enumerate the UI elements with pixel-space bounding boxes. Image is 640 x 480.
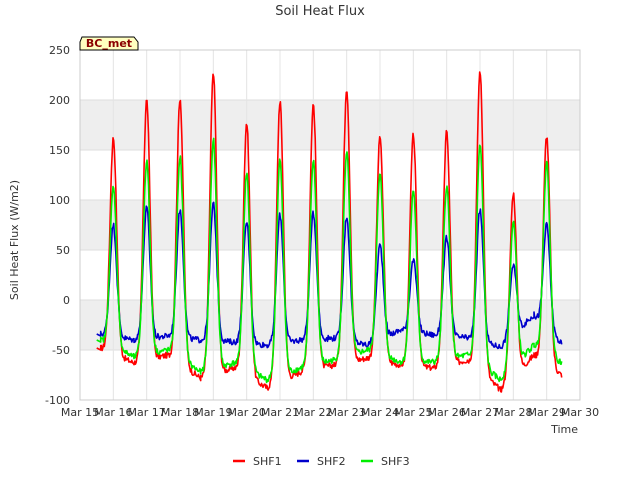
series-line-shf2 xyxy=(96,201,563,350)
x-tick-label: Mar 18 xyxy=(161,406,199,419)
plot-frame xyxy=(79,49,581,401)
y-tick-label: -50 xyxy=(52,344,70,357)
series-line-shf3 xyxy=(96,137,563,384)
x-tick-label: Mar 27 xyxy=(461,406,499,419)
x-tick-label: Mar 29 xyxy=(528,406,566,419)
series-line-shf1 xyxy=(96,71,563,393)
shaded-band xyxy=(80,300,580,350)
station-badge: BC_met xyxy=(79,36,139,51)
x-tick-label: Mar 19 xyxy=(194,406,232,419)
y-tick-label: 100 xyxy=(49,194,70,207)
x-tick-label: Mar 15 xyxy=(61,406,99,419)
y-tick-label: 50 xyxy=(56,244,70,257)
shaded-band xyxy=(80,100,580,150)
x-tick-label: Mar 22 xyxy=(294,406,332,419)
legend-label: SHF2 xyxy=(317,455,346,468)
chart-title: Soil Heat Flux xyxy=(275,4,365,19)
legend: SHF1 SHF2 SHF3 xyxy=(233,455,410,468)
x-tick-label: Mar 20 xyxy=(228,406,266,419)
x-tick-label: Mar 21 xyxy=(261,406,299,419)
y-tick-label: -100 xyxy=(45,394,70,407)
plot-background xyxy=(80,50,580,400)
x-tick-label: Mar 17 xyxy=(128,406,166,419)
legend-item-shf1: SHF1 xyxy=(233,455,282,468)
x-tick-label: Mar 30 xyxy=(561,406,599,419)
badge-box xyxy=(79,36,139,51)
y-tick-labels: -100 -50 0 50 100 150 200 250 xyxy=(45,44,70,407)
y-tick-label: 0 xyxy=(63,294,70,307)
x-axis-label: Time xyxy=(550,423,578,436)
y-tick-label: 200 xyxy=(49,94,70,107)
badge-label: BC_met xyxy=(86,37,132,50)
x-tick-label: Mar 26 xyxy=(428,406,466,419)
series-layer xyxy=(96,71,563,393)
x-tick-label: Mar 28 xyxy=(494,406,532,419)
legend-label: SHF3 xyxy=(381,455,410,468)
y-axis-label: Soil Heat Flux (W/m2) xyxy=(8,180,21,300)
x-tick-label: Mar 23 xyxy=(328,406,366,419)
y-tick-label: 250 xyxy=(49,44,70,57)
legend-item-shf2: SHF2 xyxy=(297,455,346,468)
x-tick-label: Mar 24 xyxy=(361,406,399,419)
x-tick-label: Mar 16 xyxy=(94,406,132,419)
shaded-band xyxy=(80,200,580,250)
y-tick-label: 150 xyxy=(49,144,70,157)
legend-item-shf3: SHF3 xyxy=(361,455,410,468)
x-tick-label: Mar 25 xyxy=(394,406,432,419)
axes xyxy=(79,49,581,401)
legend-label: SHF1 xyxy=(253,455,282,468)
